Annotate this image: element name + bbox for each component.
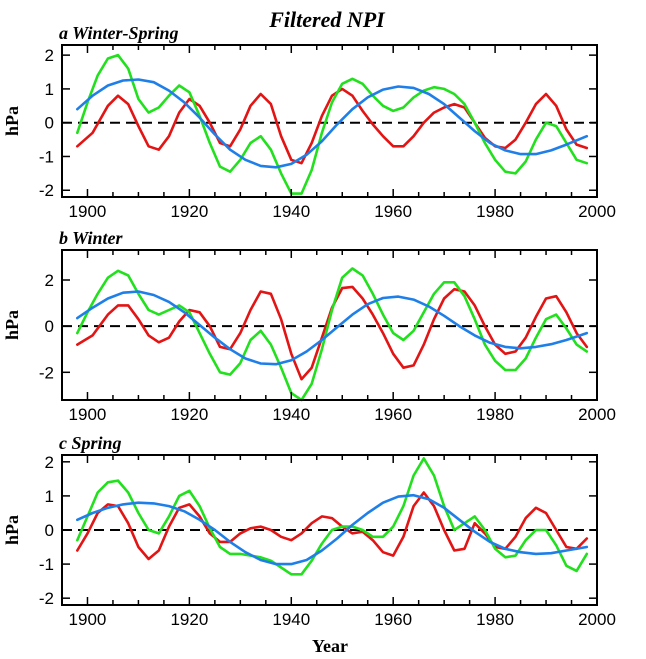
green-series-line — [76, 457, 589, 576]
x-tick-label: 1920 — [170, 202, 208, 221]
y-axis-label: hPa — [2, 310, 22, 340]
x-tick-label: 1940 — [272, 610, 310, 629]
y-tick-label: 0 — [45, 114, 54, 133]
y-tick-label: 0 — [45, 317, 54, 336]
y-tick-label: 1 — [45, 487, 54, 506]
y-tick-label: -1 — [39, 555, 54, 574]
plot-frame — [61, 44, 598, 198]
x-tick-label: 1980 — [476, 202, 514, 221]
x-tick-label: 1900 — [69, 202, 107, 221]
blue-series-line — [76, 78, 589, 169]
y-tick-label: 2 — [45, 453, 54, 472]
y-tick-label: 2 — [45, 46, 54, 65]
blue-series-line — [76, 493, 589, 566]
y-axis-label: hPa — [2, 106, 22, 136]
x-tick-label: 1960 — [374, 610, 412, 629]
x-tick-label: 2000 — [578, 202, 616, 221]
y-tick-label: 1 — [45, 80, 54, 99]
x-tick-label: 2000 — [578, 610, 616, 629]
panel-title: a Winter-Spring — [59, 23, 179, 43]
figure-title: Filtered NPI — [268, 7, 386, 32]
blue-series-line — [76, 290, 589, 366]
x-tick-label: 1960 — [374, 405, 412, 424]
y-tick-label: -2 — [39, 181, 54, 200]
panel-0: a Winter-Spring 1900 1920 1940 1960 1980 2000 2… — [2, 23, 616, 221]
x-tick-label: 1960 — [374, 202, 412, 221]
panel-title: b Winter — [59, 228, 124, 248]
green-series-line — [76, 267, 589, 402]
plot-frame — [61, 249, 598, 401]
x-tick-label: 1920 — [170, 610, 208, 629]
y-tick-label: 2 — [45, 271, 54, 290]
x-tick-label: 1940 — [272, 202, 310, 221]
x-tick-label: 1940 — [272, 405, 310, 424]
x-tick-label: 1900 — [69, 405, 107, 424]
y-axis-label: hPa — [2, 515, 22, 545]
y-tick-label: -2 — [39, 363, 54, 382]
x-tick-label: 1980 — [476, 405, 514, 424]
x-axis-label: Year — [312, 636, 348, 656]
green-series-line — [76, 53, 589, 195]
x-tick-label: 1900 — [69, 610, 107, 629]
y-tick-label: -2 — [39, 589, 54, 608]
y-tick-label: -1 — [39, 147, 54, 166]
x-tick-label: 1920 — [170, 405, 208, 424]
panel-1: b Winter 1900 1920 1940 1960 1980 2000 2 0 -2 hPa — [2, 228, 616, 424]
x-tick-label: 1980 — [476, 610, 514, 629]
y-tick-label: 0 — [45, 521, 54, 540]
panel-title: c Spring — [59, 433, 122, 453]
panel-2: c Spring 1900 1920 1940 1960 1980 2000 2 1 0 -1 -2 h… — [2, 433, 616, 629]
x-tick-label: 2000 — [578, 405, 616, 424]
